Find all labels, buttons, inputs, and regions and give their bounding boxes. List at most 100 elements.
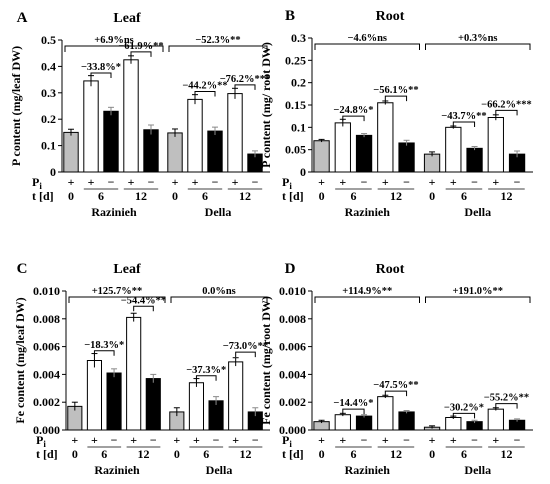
comparison-bracket: [314, 43, 420, 50]
comparison-bracket: [235, 351, 256, 358]
comparison-label: −52.3%**: [195, 35, 240, 46]
comparison-bracket: [93, 350, 115, 356]
y-tick-label: 0.1: [291, 120, 306, 134]
comparison-bracket: [195, 375, 217, 381]
t-value: 0: [319, 189, 325, 203]
t-value: 0: [429, 447, 435, 461]
pi-row-label: Pi: [32, 175, 42, 191]
y-tick-label: 0.006: [279, 340, 306, 354]
chart-panel-b: B Root P content (mg/ root DW) 0 0.05 0.1 0.15…: [259, 8, 533, 219]
pi-value: −: [148, 175, 155, 189]
comparison-bracket: [64, 45, 164, 52]
bar: [106, 372, 122, 431]
pi-value: +: [232, 175, 239, 189]
t-value: 12: [137, 447, 149, 461]
comparison-label: −14.4%*: [333, 398, 373, 409]
y-tick-label: 0.3: [291, 31, 306, 45]
pi-value: +: [492, 175, 499, 189]
bar: [103, 110, 119, 173]
y-tick-label: 0.010: [33, 284, 60, 298]
comparison-label: −30.2%*: [444, 402, 484, 413]
bar: [143, 129, 159, 173]
bar: [445, 416, 462, 431]
comparison-bracket: [384, 390, 408, 397]
pi-row-label: Pi: [282, 175, 292, 191]
bar: [487, 408, 504, 431]
comparison-label: −47.5%**: [373, 380, 418, 391]
comparison-label: −4.6%ns: [347, 33, 387, 44]
group-label: Razinieh: [345, 463, 391, 477]
t-value: 0: [68, 189, 74, 203]
comparison-bracket: [170, 296, 268, 303]
bar: [355, 415, 373, 431]
comparison-label: −61.9%**: [118, 41, 163, 52]
comparison-bracket: [194, 90, 216, 97]
y-tick-label: 0.002: [279, 395, 306, 409]
pi-value: −: [361, 433, 368, 447]
bar: [63, 131, 79, 173]
pi-row-subscript: i: [43, 439, 46, 449]
panel-title: Root: [376, 262, 405, 277]
comparison-bracket: [495, 109, 518, 116]
y-tick-label: 0.008: [279, 312, 306, 326]
comparison-label: +125.7%**: [92, 286, 143, 297]
panel-title: Leaf: [113, 11, 141, 26]
pi-value: +: [339, 175, 346, 189]
pi-value: +: [429, 433, 436, 447]
bar: [167, 132, 183, 173]
comparison-label: +191.0%**: [452, 286, 503, 297]
t-value: 6: [350, 447, 356, 461]
comparison-bracket: [314, 296, 420, 303]
y-tick-label: 0.004: [33, 367, 60, 381]
bar: [377, 396, 394, 431]
pi-value: −: [108, 175, 115, 189]
pi-value: −: [514, 433, 521, 447]
group-label: Della: [206, 463, 233, 477]
t-row-label: t [d]: [32, 189, 54, 203]
comparison-label: −55.2%**: [484, 393, 529, 404]
pi-value: +: [71, 433, 78, 447]
pi-value: +: [339, 433, 346, 447]
y-axis-title: Fe content (mg/root DW): [259, 296, 273, 425]
t-value: 12: [239, 189, 251, 203]
pi-value: +: [429, 175, 436, 189]
pi-value: +: [318, 433, 325, 447]
y-tick-label: 0.010: [279, 284, 306, 298]
group-label: Della: [464, 463, 491, 477]
t-value: 0: [429, 189, 435, 203]
group-label: Della: [464, 205, 491, 219]
y-tick-label: 0.5: [41, 33, 56, 47]
comparison-label: +114.9%**: [342, 286, 392, 297]
pi-value: −: [212, 175, 219, 189]
chart-panel-c: C Leaf Fe content (mg/leaf DW) 0.000 0.002 0.…: [13, 261, 270, 477]
panel-title: Leaf: [113, 262, 141, 277]
bar: [83, 80, 99, 173]
pi-value: +: [232, 433, 239, 447]
pi-row-label: Pi: [282, 433, 292, 449]
comparison-bracket: [425, 296, 531, 303]
pi-value: +: [130, 433, 137, 447]
bar: [227, 93, 243, 173]
y-tick-label: 0.05: [285, 143, 306, 157]
bar: [508, 419, 526, 431]
pi-row-subscript: i: [289, 439, 292, 449]
pi-value: −: [403, 433, 410, 447]
pi-value: +: [382, 433, 389, 447]
pi-value: +: [492, 433, 499, 447]
panel-label: C: [17, 261, 28, 277]
bar: [423, 153, 441, 173]
pi-value: −: [252, 175, 259, 189]
bar: [228, 361, 244, 431]
pi-value: +: [173, 433, 180, 447]
comparison-label: −44.2%**: [182, 80, 227, 91]
t-value: 12: [500, 447, 512, 461]
t-value: 12: [500, 189, 512, 203]
comparison-bracket: [342, 408, 365, 415]
y-tick-label: 0: [50, 165, 56, 179]
comparison-bracket: [130, 51, 152, 57]
t-value: 0: [172, 189, 178, 203]
t-value: 0: [174, 447, 180, 461]
y-axis-title: P content (mg/leaf DW): [9, 46, 23, 166]
bar: [207, 130, 223, 173]
